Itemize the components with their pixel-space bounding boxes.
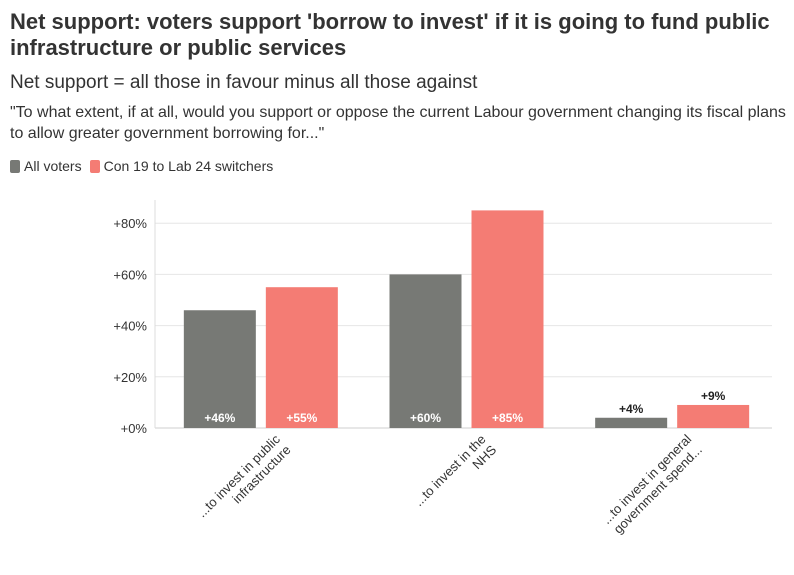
data-label: +4% bbox=[619, 402, 644, 416]
legend-item-switchers: Con 19 to Lab 24 switchers bbox=[89, 157, 274, 175]
bar bbox=[471, 210, 544, 428]
bar bbox=[265, 287, 338, 428]
bar bbox=[183, 310, 256, 428]
y-tick-label: +60% bbox=[113, 267, 147, 282]
legend-swatch-all-voters bbox=[10, 159, 20, 173]
data-label: +55% bbox=[286, 411, 317, 425]
x-tick-label-line: ...to invest in general bbox=[599, 431, 695, 527]
y-tick-label: +40% bbox=[113, 319, 147, 334]
y-tick-label: +0% bbox=[121, 421, 148, 436]
data-label: +60% bbox=[410, 411, 441, 425]
bar bbox=[595, 417, 668, 428]
legend-label-all-voters: All voters bbox=[24, 158, 82, 174]
legend: All voters Con 19 to Lab 24 switchers bbox=[10, 157, 273, 175]
x-tick-label: ...to invest in publicinfrastructure bbox=[194, 431, 294, 531]
y-tick-label: +20% bbox=[113, 370, 147, 385]
data-label: +46% bbox=[204, 411, 235, 425]
legend-swatch-switchers bbox=[89, 159, 100, 173]
legend-item-all-voters: All voters bbox=[10, 157, 82, 175]
bar bbox=[677, 404, 750, 428]
y-tick-label: +80% bbox=[113, 216, 147, 231]
chart-subtitle: Net support = all those in favour minus … bbox=[10, 72, 478, 93]
x-tick-label: ...to invest in theNHS bbox=[411, 431, 499, 519]
chart-title: Net support: voters support 'borrow to i… bbox=[10, 9, 770, 60]
legend-label-switchers: Con 19 to Lab 24 switchers bbox=[103, 158, 274, 174]
bar bbox=[389, 274, 462, 428]
survey-question: "To what extent, if at all, would you su… bbox=[10, 104, 786, 142]
data-label: +9% bbox=[701, 389, 726, 403]
data-label: +85% bbox=[492, 411, 523, 425]
x-tick-label: ...to invest in generalgovernment spend.… bbox=[599, 431, 705, 537]
